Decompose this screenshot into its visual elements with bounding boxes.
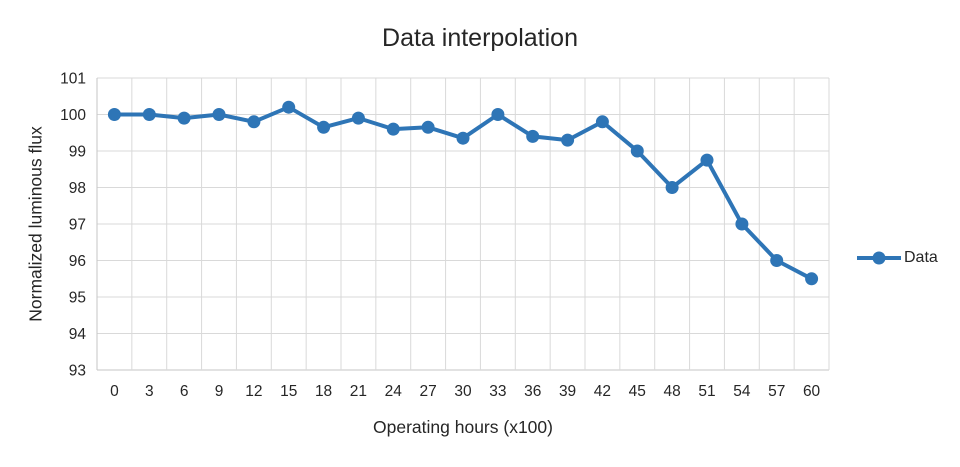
data-point-marker (177, 111, 191, 125)
x-tick-label: 6 (180, 383, 189, 400)
data-point-marker (456, 131, 470, 145)
data-point-marker (247, 115, 261, 129)
data-point-marker (700, 153, 714, 167)
y-axis-title: Normalized luminous flux (25, 126, 46, 322)
x-tick-label: 12 (245, 383, 262, 400)
data-point-marker (735, 217, 749, 231)
x-tick-label: 60 (803, 383, 821, 400)
x-tick-label: 51 (698, 383, 715, 400)
legend-line-marker-icon (857, 251, 901, 265)
x-tick-label: 3 (145, 383, 154, 400)
y-tick-label: 93 (69, 363, 86, 380)
x-tick-label: 42 (594, 383, 611, 400)
chart-title: Data interpolation (382, 24, 578, 52)
y-tick-label: 96 (69, 253, 86, 270)
data-point-marker (351, 111, 365, 125)
data-point-marker (282, 100, 296, 114)
data-point-marker (665, 181, 679, 194)
x-tick-label: 33 (489, 383, 506, 400)
y-tick-label: 95 (69, 290, 86, 307)
x-tick-label: 48 (664, 383, 681, 400)
x-tick-label: 0 (110, 383, 119, 400)
x-tick-label: 18 (315, 383, 332, 400)
data-point-marker (212, 108, 226, 121)
x-tick-label: 21 (350, 383, 367, 400)
data-point-marker (386, 122, 400, 136)
x-tick-label: 15 (280, 383, 297, 400)
legend: Data (856, 249, 938, 267)
data-point-marker (491, 108, 505, 121)
x-axis-title: Operating hours (x100) (373, 417, 553, 437)
legend-label: Data (904, 249, 938, 266)
y-tick-label: 100 (60, 107, 86, 124)
x-tick-label: 45 (629, 383, 646, 400)
data-point-marker (805, 272, 819, 286)
data-point-marker (142, 108, 156, 121)
x-tick-label: 24 (385, 383, 403, 400)
x-tick-label: 57 (768, 383, 785, 400)
y-tick-label: 99 (69, 144, 86, 161)
x-tick-label: 54 (733, 383, 751, 400)
data-point-marker (770, 254, 784, 267)
x-tick-label: 9 (215, 383, 224, 400)
x-tick-label: 27 (420, 383, 437, 400)
x-tick-label: 39 (559, 383, 576, 400)
y-tick-label: 94 (69, 326, 87, 343)
y-tick-label: 101 (60, 71, 86, 88)
data-point-marker (317, 120, 331, 134)
y-tick-label: 97 (69, 217, 86, 234)
data-point-marker (595, 115, 609, 129)
y-tick-label: 98 (69, 180, 86, 197)
data-point-marker (421, 120, 435, 134)
x-tick-label: 36 (524, 383, 541, 400)
x-tick-label: 30 (454, 383, 472, 400)
data-point-marker (561, 133, 575, 147)
data-point-marker (107, 108, 121, 121)
data-point-marker (630, 144, 644, 158)
data-point-marker (526, 129, 540, 143)
